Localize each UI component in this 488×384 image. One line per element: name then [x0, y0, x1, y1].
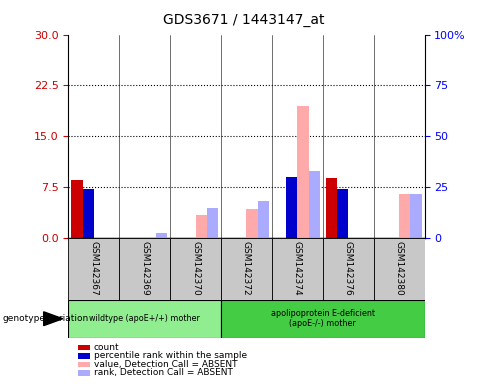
- Bar: [399, 194, 410, 238]
- Bar: [323, 238, 374, 300]
- Bar: [221, 300, 425, 338]
- Bar: [286, 177, 297, 238]
- Bar: [207, 207, 218, 238]
- Bar: [326, 179, 337, 238]
- Bar: [308, 171, 320, 238]
- Bar: [221, 238, 272, 300]
- Text: GSM142369: GSM142369: [140, 242, 149, 296]
- Bar: [196, 215, 207, 238]
- Bar: [68, 238, 119, 300]
- Text: rank, Detection Call = ABSENT: rank, Detection Call = ABSENT: [94, 368, 233, 377]
- Bar: [258, 202, 269, 238]
- Text: percentile rank within the sample: percentile rank within the sample: [94, 351, 247, 361]
- Bar: [119, 238, 170, 300]
- Polygon shape: [44, 312, 63, 326]
- Text: GDS3671 / 1443147_at: GDS3671 / 1443147_at: [163, 13, 325, 27]
- Text: count: count: [94, 343, 120, 352]
- Text: GSM142374: GSM142374: [293, 242, 302, 296]
- Bar: [170, 238, 221, 300]
- Text: wildtype (apoE+/+) mother: wildtype (apoE+/+) mother: [89, 314, 200, 323]
- Text: apolipoprotein E-deficient
(apoE-/-) mother: apolipoprotein E-deficient (apoE-/-) mot…: [271, 309, 375, 328]
- Bar: [68, 300, 221, 338]
- Text: GSM142370: GSM142370: [191, 242, 200, 296]
- Bar: [156, 233, 167, 238]
- Text: GSM142372: GSM142372: [242, 242, 251, 296]
- Text: genotype/variation: genotype/variation: [2, 314, 89, 323]
- Text: GSM142367: GSM142367: [89, 242, 98, 296]
- Bar: [71, 180, 82, 238]
- Text: GSM142376: GSM142376: [344, 242, 353, 296]
- Text: value, Detection Call = ABSENT: value, Detection Call = ABSENT: [94, 360, 237, 369]
- Bar: [246, 209, 258, 238]
- Bar: [272, 238, 323, 300]
- Bar: [410, 194, 422, 238]
- Bar: [374, 238, 425, 300]
- Text: GSM142380: GSM142380: [395, 242, 404, 296]
- Bar: [82, 189, 94, 238]
- Bar: [297, 106, 308, 238]
- Bar: [337, 189, 348, 238]
